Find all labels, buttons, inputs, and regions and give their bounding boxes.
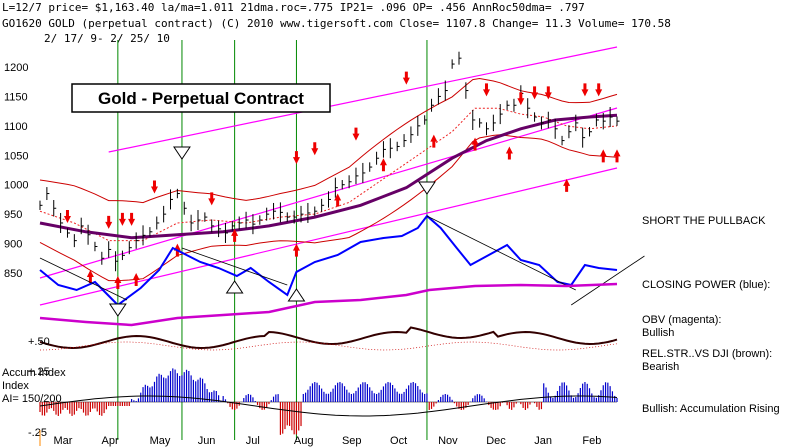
buy-arrow [114, 275, 122, 289]
y-tick-1150: 1150 [4, 91, 28, 103]
buy-arrow [613, 149, 621, 163]
x-tick-jun: Jun [198, 435, 216, 447]
x-tick-oct: Oct [390, 435, 407, 447]
note-relstr: REL.STR..VS DJI (brown): [642, 348, 772, 360]
moving-averages [39, 107, 618, 242]
header-line-2: GO1620 GOLD (perpetual contract) (C) 201… [2, 17, 671, 30]
cp-signal-triangle [225, 280, 244, 294]
note-short-pullback: SHORT THE PULLBACK [642, 215, 766, 227]
obv-panel [39, 282, 618, 327]
accum-ai-value: AI= 150/200 [2, 393, 62, 405]
x-tick-nov: Nov [438, 435, 458, 447]
y-axis-ticks: 1200 1150 1100 1050 1000 950 900 850 [4, 62, 28, 280]
sell-arrow [150, 180, 158, 194]
chart-title: Gold - Perpetual Contract [98, 89, 304, 108]
cp-signal-triangle [108, 303, 127, 317]
sell-arrow [311, 142, 319, 156]
buy-arrow [231, 228, 239, 242]
cp-trendline-1 [39, 257, 128, 301]
x-tick-aug: Aug [294, 435, 314, 447]
y-tick-1000: 1000 [4, 180, 28, 192]
accum-tick-minus25: -.25 [28, 427, 47, 439]
x-tick-sep: Sep [342, 435, 362, 447]
obv-line [39, 282, 618, 327]
accum-label-2: Index [2, 380, 29, 392]
x-tick-dec: Dec [486, 435, 506, 447]
closing-power-line [39, 214, 618, 307]
y-tick-850: 850 [4, 268, 22, 280]
x-axis-month-labels: Mar Apr May Jun Jul Aug Sep Oct Nov Dec Jan Feb [53, 435, 601, 447]
sell-arrow [595, 83, 603, 97]
accum-tick-plus25: +.25 [28, 366, 50, 378]
sell-arrow [544, 86, 552, 100]
relstr-line [39, 326, 618, 350]
y-tick-1100: 1100 [4, 121, 28, 133]
x-tick-feb: Feb [582, 435, 601, 447]
sell-arrow [63, 209, 71, 223]
buy-arrow [86, 270, 94, 284]
sell-arrow [517, 92, 525, 106]
sell-arrow [531, 86, 539, 100]
title-box [71, 83, 331, 113]
cp-signal-triangle [287, 288, 306, 302]
note-relstr-status: Bearish [642, 361, 679, 373]
channel-line-3 [108, 46, 618, 153]
x-tick-jul: Jul [246, 435, 260, 447]
sell-arrow [352, 127, 360, 141]
buy-arrow [471, 137, 479, 151]
accum-tick-plus50: +.50 [28, 336, 50, 348]
header-line-1: L=12/7 price= $1,163.40 la/ma=1.011 21dm… [2, 1, 585, 14]
buy-arrow [292, 243, 300, 257]
sell-arrow [128, 212, 136, 226]
y-tick-1050: 1050 [4, 150, 28, 162]
buy-arrow [563, 178, 571, 192]
buy-arrow [505, 146, 513, 160]
note-obv-status: Bullish [642, 327, 674, 339]
accum-index-panel [39, 368, 618, 435]
sell-arrow [402, 71, 410, 85]
cp-signal-triangle [173, 146, 191, 160]
closing-power-panel [39, 146, 645, 317]
sell-arrow [118, 212, 126, 226]
note-accum-rising: Bullish: Accumulation Rising [642, 403, 780, 415]
price-bars [39, 51, 620, 272]
buy-arrow [599, 149, 607, 163]
cp-trendline-2 [181, 247, 288, 286]
sell-arrow [581, 83, 589, 97]
cp-trendline-3 [426, 215, 576, 291]
x-tick-apr: Apr [102, 435, 119, 447]
accum-ma-line [39, 395, 618, 417]
y-tick-950: 950 [4, 209, 22, 221]
x-tick-jan: Jan [534, 435, 552, 447]
buy-arrow [379, 158, 387, 172]
cp-trendline-4 [570, 255, 645, 306]
sell-arrow [105, 215, 113, 229]
y-tick-900: 900 [4, 239, 22, 251]
cp-signal-triangle [418, 181, 436, 195]
y-tick-1200: 1200 [4, 62, 28, 74]
sell-arrow [208, 192, 216, 206]
buy-arrow [132, 273, 140, 286]
sell-arrow [292, 151, 300, 165]
note-closing-power: CLOSING POWER (blue): [642, 279, 770, 291]
sell-arrow [482, 83, 490, 97]
header-date-range: 2/ 17/ 9- 2/ 25/ 10 [44, 32, 170, 45]
ma21-line [39, 107, 618, 242]
buy-arrow [334, 193, 342, 207]
note-obv: OBV (magenta): [642, 314, 721, 326]
relstr-panel [39, 326, 618, 351]
x-tick-mar: Mar [53, 435, 72, 447]
relstr-ma-line [39, 341, 618, 351]
x-tick-may: May [150, 435, 171, 447]
accum-label: Accum Index [2, 367, 66, 379]
buy-arrow [430, 134, 438, 148]
